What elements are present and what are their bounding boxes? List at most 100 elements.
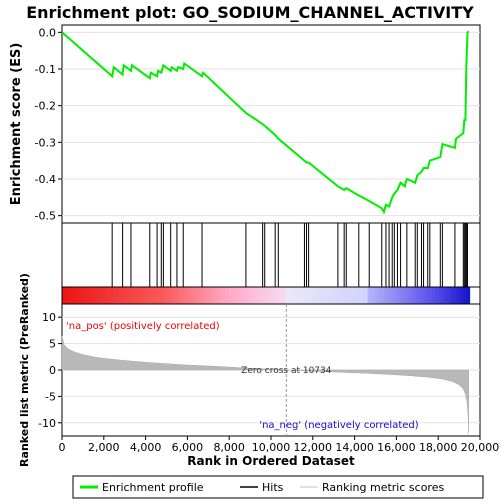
es-y-tick-label: -0.5 — [35, 210, 56, 223]
band-segment — [140, 287, 145, 304]
x-axis-label: Rank in Ordered Dataset — [187, 454, 355, 468]
x-tick-label: 16,000 — [377, 441, 416, 454]
band-segment — [160, 287, 165, 304]
band-segment — [445, 287, 450, 304]
band-segment — [330, 287, 335, 304]
band-segment — [262, 287, 267, 304]
band-segment — [313, 287, 318, 304]
band-segment — [245, 287, 250, 304]
band-segment — [411, 287, 416, 304]
metric-y-tick-label: 10 — [42, 311, 56, 324]
band-segment — [258, 287, 263, 304]
hit-markers — [111, 223, 468, 287]
x-tick-label: 2,000 — [88, 441, 120, 454]
band-segment — [449, 287, 454, 304]
band-segment — [214, 287, 219, 304]
band-segment — [150, 287, 155, 304]
metric-y-axis-ticks: 10 5 0 -5 -10 — [38, 311, 62, 430]
band-segment — [123, 287, 128, 304]
band-segment — [388, 287, 393, 304]
band-segment — [354, 287, 359, 304]
band-segment — [163, 287, 168, 304]
band-segment — [265, 287, 270, 304]
band-segment — [238, 287, 243, 304]
band-segment — [371, 287, 376, 304]
x-tick-label: 18,000 — [419, 441, 458, 454]
band-segment — [153, 287, 158, 304]
es-panel-frame — [61, 24, 481, 224]
x-axis-ticks: 0 2,000 4,000 6,000 8,000 10,000 12,000 14,000 1… — [59, 436, 500, 454]
metric-y-tick-label: -10 — [38, 417, 56, 430]
x-tick-label: 20,000 — [461, 441, 500, 454]
metric-y-axis-label: Ranked list metric (PreRanked) — [18, 273, 31, 467]
es-y-tick-label: 0.0 — [39, 26, 57, 39]
band-segment — [333, 287, 338, 304]
band-segment — [119, 287, 124, 304]
band-segment — [177, 287, 182, 304]
metric-y-tick-label: 5 — [49, 338, 56, 351]
band-segment — [126, 287, 131, 304]
es-y-axis-ticks: 0.0 -0.1 -0.2 -0.3 -0.4 -0.5 — [35, 26, 62, 223]
band-segment — [432, 287, 437, 304]
band-segment — [191, 287, 196, 304]
band-segment — [408, 287, 413, 304]
band-segment — [95, 287, 100, 304]
x-tick-label: 4,000 — [130, 441, 162, 454]
band-segment — [157, 287, 162, 304]
band-segment — [452, 287, 457, 304]
band-segment — [459, 287, 464, 304]
band-segment — [133, 287, 138, 304]
band-segment — [225, 287, 230, 304]
band-segment — [398, 287, 403, 304]
band-segment — [286, 287, 291, 304]
band-segment — [401, 287, 406, 304]
band-segment — [170, 287, 175, 304]
band-segment — [364, 287, 369, 304]
band-segment — [381, 287, 386, 304]
band-segment — [269, 287, 274, 304]
band-segment — [394, 287, 399, 304]
band-segment — [438, 287, 443, 304]
band-segment — [106, 287, 111, 304]
x-tick-label: 10,000 — [252, 441, 291, 454]
x-tick-label: 0 — [59, 441, 66, 454]
band-segment — [248, 287, 253, 304]
band-segment — [68, 287, 73, 304]
band-segment — [92, 287, 97, 304]
legend-item: Enrichment profile — [80, 481, 204, 494]
band-segment — [197, 287, 202, 304]
legend-item: Ranking metric scores — [300, 481, 444, 494]
negative-correlation-label: 'na_neg' (negatively correlated) — [259, 420, 418, 431]
es-y-axis-label: Enrichment score (ES) — [9, 43, 24, 206]
band-segment — [350, 287, 355, 304]
band-segment — [299, 287, 304, 304]
band-segment — [306, 287, 311, 304]
ranking-metric-area — [61, 335, 469, 434]
band-segment — [174, 287, 179, 304]
band-segment — [316, 287, 321, 304]
band-segment — [75, 287, 80, 304]
band-segment — [228, 287, 233, 304]
band-segment — [405, 287, 410, 304]
band-segment — [143, 287, 148, 304]
band-segment — [347, 287, 352, 304]
band-segment — [231, 287, 236, 304]
legend: Enrichment profile Hits Ranking metric sco… — [80, 481, 444, 494]
band-segment — [272, 287, 277, 304]
band-segment — [252, 287, 257, 304]
metric-y-tick-label: 0 — [49, 364, 56, 377]
band-segment — [303, 287, 308, 304]
band-segment — [428, 287, 433, 304]
band-segment — [425, 287, 430, 304]
band-segment — [360, 287, 365, 304]
band-segment — [129, 287, 134, 304]
positive-correlation-label: 'na_pos' (positively correlated) — [66, 321, 220, 332]
band-segment — [340, 287, 345, 304]
legend-box — [72, 475, 484, 499]
band-segment — [187, 287, 192, 304]
es-y-tick-label: -0.4 — [35, 173, 56, 186]
band-segment — [146, 287, 151, 304]
band-segment — [62, 287, 66, 304]
band-segment — [442, 287, 447, 304]
